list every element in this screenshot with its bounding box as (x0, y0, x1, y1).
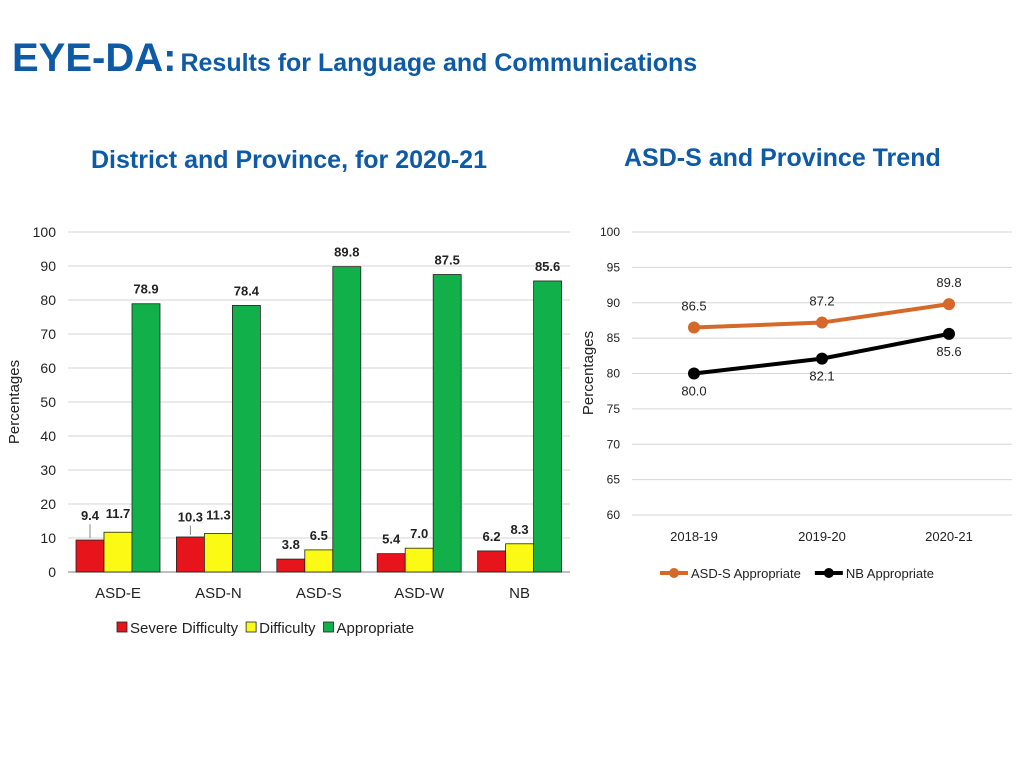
line-value-label: 87.2 (809, 294, 834, 309)
bar-legend-label: Appropriate (337, 620, 415, 637)
bar-appropriate (332, 266, 362, 573)
line-y-tick-label: 90 (607, 296, 621, 310)
bar-appropriate (533, 280, 562, 573)
page-title: EYE-DA: Results for Language and Communic… (12, 36, 697, 81)
line-y-tick-label: 75 (607, 402, 621, 416)
bar-severe-difficulty (75, 539, 105, 573)
line-y-tick-label: 100 (600, 225, 620, 239)
bar-appropriate (432, 274, 462, 573)
line-y-tick-label: 95 (607, 260, 621, 274)
bar-difficulty (505, 543, 535, 573)
bar-legend-swatch (323, 621, 334, 633)
bar-y-tick-label: 60 (40, 360, 56, 376)
bar-category-label: ASD-S (296, 585, 342, 602)
bar-y-tick-label: 10 (40, 530, 56, 546)
bar-value-label: 6.5 (310, 528, 328, 543)
line-legend-label: NB Appropriate (846, 566, 934, 581)
bar-category-label: ASD-W (394, 585, 445, 602)
bar-difficulty (404, 547, 434, 573)
line-y-tick-label: 80 (607, 367, 621, 381)
bar-value-label: 11.7 (106, 506, 131, 521)
page-title-main: EYE-DA: (12, 36, 177, 80)
bar-value-label: 10.3 (178, 510, 203, 525)
bar-category-label: ASD-N (195, 585, 242, 602)
bar-value-label: 3.8 (282, 537, 300, 552)
line-legend-label: ASD-S Appropriate (691, 566, 801, 581)
line-category-label: 2020-21 (925, 529, 973, 544)
bar-severe-difficulty (175, 536, 205, 573)
bar-legend-label: Severe Difficulty (130, 620, 239, 637)
bar-value-label: 9.4 (81, 508, 100, 523)
line-point (943, 327, 955, 340)
bar-value-label: 7.0 (410, 526, 428, 541)
bar-y-tick-label: 20 (40, 496, 56, 512)
bar-y-tick-label: 100 (33, 224, 57, 240)
bar-y-tick-label: 30 (40, 462, 56, 478)
bar-category-label: ASD-E (95, 585, 141, 602)
bar-legend-swatch (245, 621, 257, 633)
line-point (688, 321, 700, 334)
bar-y-tick-label: 70 (40, 326, 56, 342)
line-point (943, 298, 955, 311)
bar-y-axis-label: Percentages (6, 360, 23, 444)
bar-value-label: 8.3 (511, 522, 529, 537)
line-value-label: 85.6 (936, 344, 961, 359)
line-point (816, 352, 828, 365)
bar-difficulty (103, 531, 133, 573)
line-point (816, 316, 828, 329)
bar-difficulty (304, 549, 334, 573)
bar-y-tick-label: 50 (40, 394, 56, 410)
line-y-tick-label: 70 (607, 437, 621, 451)
bar-chart-title: District and Province, for 2020-21 (91, 146, 487, 174)
bar-appropriate (231, 305, 261, 573)
line-value-label: 82.1 (809, 369, 834, 384)
bar-y-tick-label: 0 (48, 564, 56, 580)
bar-severe-difficulty (276, 558, 306, 573)
bar-value-label: 78.9 (133, 282, 158, 297)
bar-value-label: 85.6 (535, 259, 560, 274)
bar-y-tick-label: 40 (40, 428, 56, 444)
line-point (688, 367, 700, 380)
line-y-tick-label: 85 (607, 331, 621, 345)
line-value-label: 80.0 (681, 384, 706, 399)
bar-value-label: 5.4 (382, 532, 401, 547)
bar-legend-swatch (116, 621, 128, 633)
bar-appropriate (131, 303, 161, 573)
bar-value-label: 87.5 (435, 253, 460, 268)
line-value-label: 89.8 (936, 275, 961, 290)
line-category-label: 2018-19 (670, 529, 718, 544)
line-legend-marker (823, 568, 834, 578)
line-y-tick-label: 60 (607, 508, 621, 522)
page-title-sub: Results for Language and Communications (180, 49, 698, 77)
bar-legend-label: Difficulty (259, 620, 316, 637)
line-legend-marker (669, 568, 679, 578)
line-y-axis-label: Percentages (580, 331, 597, 415)
line-y-tick-label: 65 (607, 473, 621, 487)
bar-value-label: 6.2 (483, 529, 501, 544)
bar-difficulty (203, 533, 233, 573)
bar-value-label: 78.4 (234, 283, 260, 298)
bar-y-tick-label: 90 (40, 258, 56, 274)
bar-value-label: 11.3 (206, 508, 231, 523)
bar-severe-difficulty (376, 553, 406, 573)
bar-value-label: 89.8 (334, 245, 359, 260)
bar-severe-difficulty (477, 550, 507, 573)
bar-category-label: NB (509, 585, 530, 602)
line-chart-title: ASD-S and Province Trend (624, 144, 941, 172)
line-category-label: 2019-20 (798, 529, 846, 544)
line-value-label: 86.5 (681, 299, 706, 314)
bar-y-tick-label: 80 (40, 292, 56, 308)
